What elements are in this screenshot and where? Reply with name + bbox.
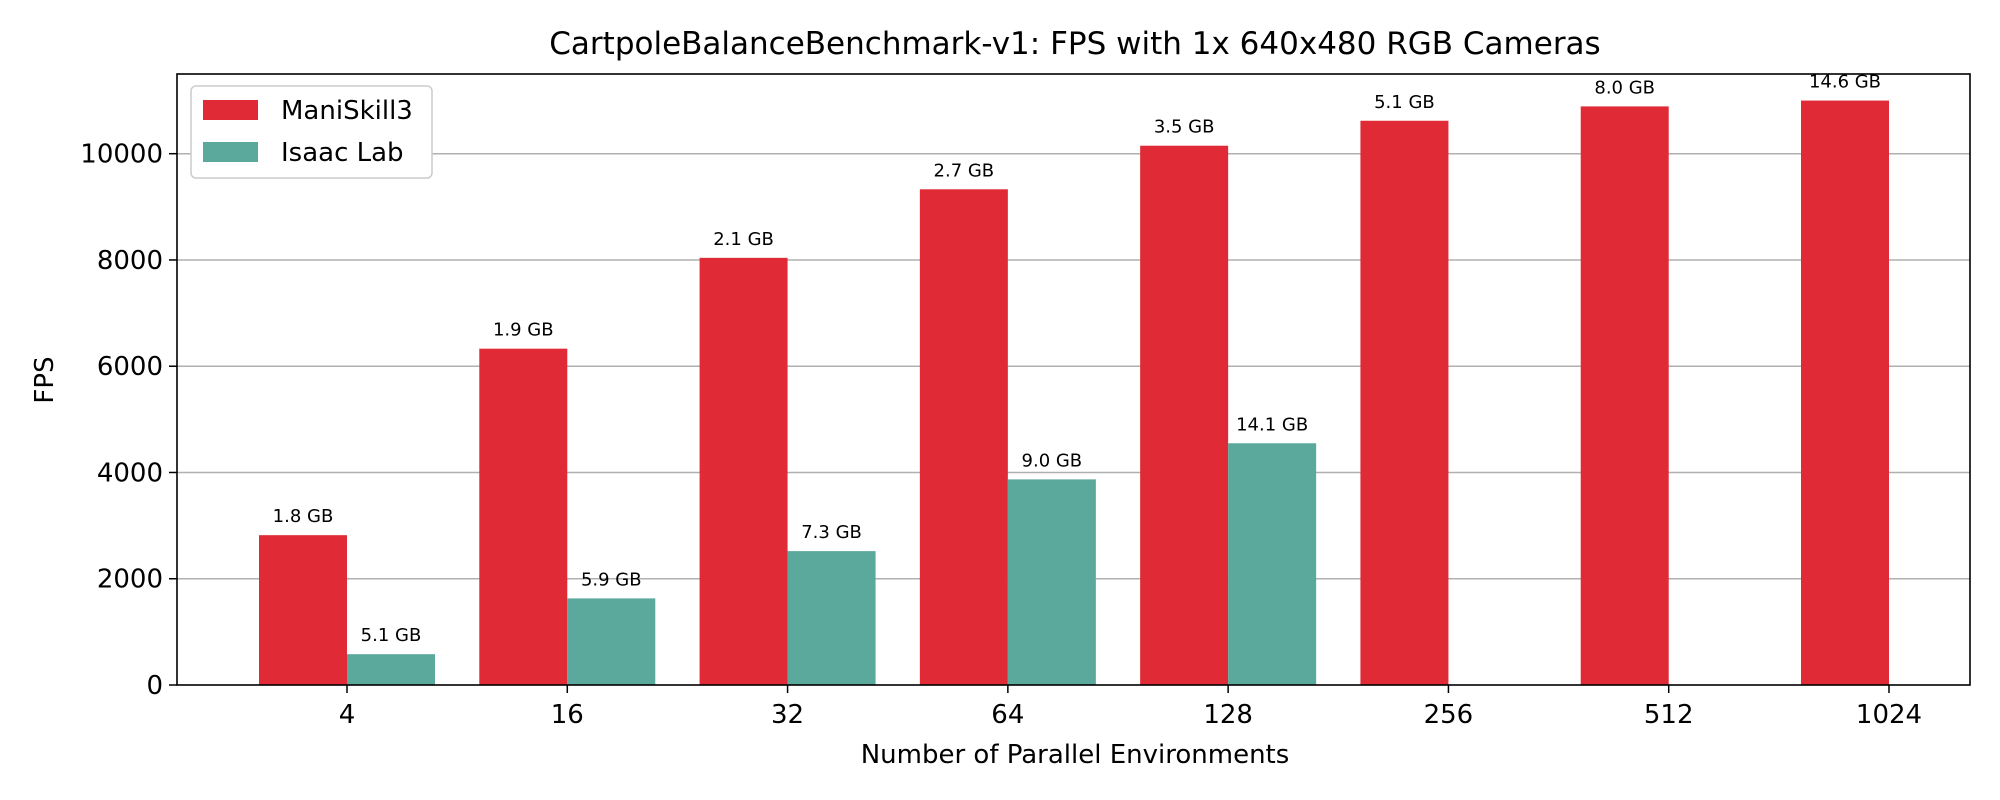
x-tick-label: 128 <box>1203 700 1253 730</box>
bar-labels: 1.8 GB 5.1 GB 1.9 GB 5.9 GB 2.1 GB 7.3 GB 2.7 … <box>273 72 1881 647</box>
bar-isaac-lab <box>567 598 656 685</box>
bar-label-maniskill3: 3.5 GB <box>1154 117 1215 138</box>
x-tick-label: 32 <box>771 700 804 730</box>
x-axis-label: Number of Parallel Environments <box>861 740 1290 770</box>
bar-label-maniskill3: 14.6 GB <box>1809 72 1881 93</box>
bars <box>259 100 1889 686</box>
x-tick-label: 256 <box>1424 700 1474 730</box>
bar-isaac-lab <box>1007 479 1096 685</box>
bar-maniskill3 <box>259 535 347 685</box>
x-tick-label: 64 <box>991 700 1024 730</box>
legend: ManiSkill3 Isaac Lab <box>190 85 433 179</box>
y-tick-label: 8000 <box>97 246 163 276</box>
bar-label-maniskill3: 1.9 GB <box>493 320 554 341</box>
bar-label-isaac-lab: 14.1 GB <box>1236 414 1308 435</box>
gridlines <box>177 152 1970 580</box>
plot-frame <box>176 73 1971 686</box>
bar-maniskill3 <box>479 348 568 685</box>
bar-isaac-lab <box>1228 443 1317 685</box>
x-tick-label: 16 <box>551 700 584 730</box>
y-tick-label: 6000 <box>97 352 163 382</box>
bar-label-maniskill3: 2.1 GB <box>713 229 774 250</box>
bar-maniskill3 <box>1580 106 1669 686</box>
bar-isaac-lab <box>787 551 876 685</box>
bar-isaac-lab <box>347 654 435 685</box>
y-tick-label: 10000 <box>80 140 163 170</box>
y-tick-label: 2000 <box>97 565 163 595</box>
bar-label-maniskill3: 8.0 GB <box>1594 77 1655 98</box>
legend-label-maniskill3: ManiSkill3 <box>281 96 413 126</box>
y-axis-ticks: 0 2000 4000 6000 8000 10000 <box>80 140 177 701</box>
bar-maniskill3 <box>919 189 1008 686</box>
y-tick-label: 0 <box>146 671 163 701</box>
legend-swatch-isaac-lab <box>203 142 258 162</box>
bar-label-isaac-lab: 7.3 GB <box>801 522 862 543</box>
x-tick-label: 512 <box>1644 700 1694 730</box>
y-tick-label: 4000 <box>97 458 163 488</box>
bar-maniskill3 <box>1801 100 1889 686</box>
chart-title: CartpoleBalanceBenchmark-v1: FPS with 1x… <box>549 26 1600 62</box>
bar-maniskill3 <box>1140 145 1229 686</box>
bar-maniskill3 <box>1360 120 1449 686</box>
y-axis-label: FPS <box>30 356 60 403</box>
x-tick-label: 1024 <box>1856 700 1922 730</box>
bar-label-maniskill3: 1.8 GB <box>273 506 334 527</box>
bar-label-isaac-lab: 5.1 GB <box>361 625 422 646</box>
bar-maniskill3 <box>699 257 788 685</box>
bar-label-isaac-lab: 5.9 GB <box>581 569 642 590</box>
bar-label-maniskill3: 2.7 GB <box>934 160 995 181</box>
legend-swatch-maniskill3 <box>203 100 258 120</box>
legend-label-isaac-lab: Isaac Lab <box>281 138 404 168</box>
x-tick-label: 4 <box>339 700 356 730</box>
bar-label-isaac-lab: 9.0 GB <box>1022 450 1083 471</box>
bar-label-maniskill3: 5.1 GB <box>1374 92 1435 113</box>
x-axis-ticks: 4 16 32 64 128 256 512 1024 <box>339 685 1922 730</box>
